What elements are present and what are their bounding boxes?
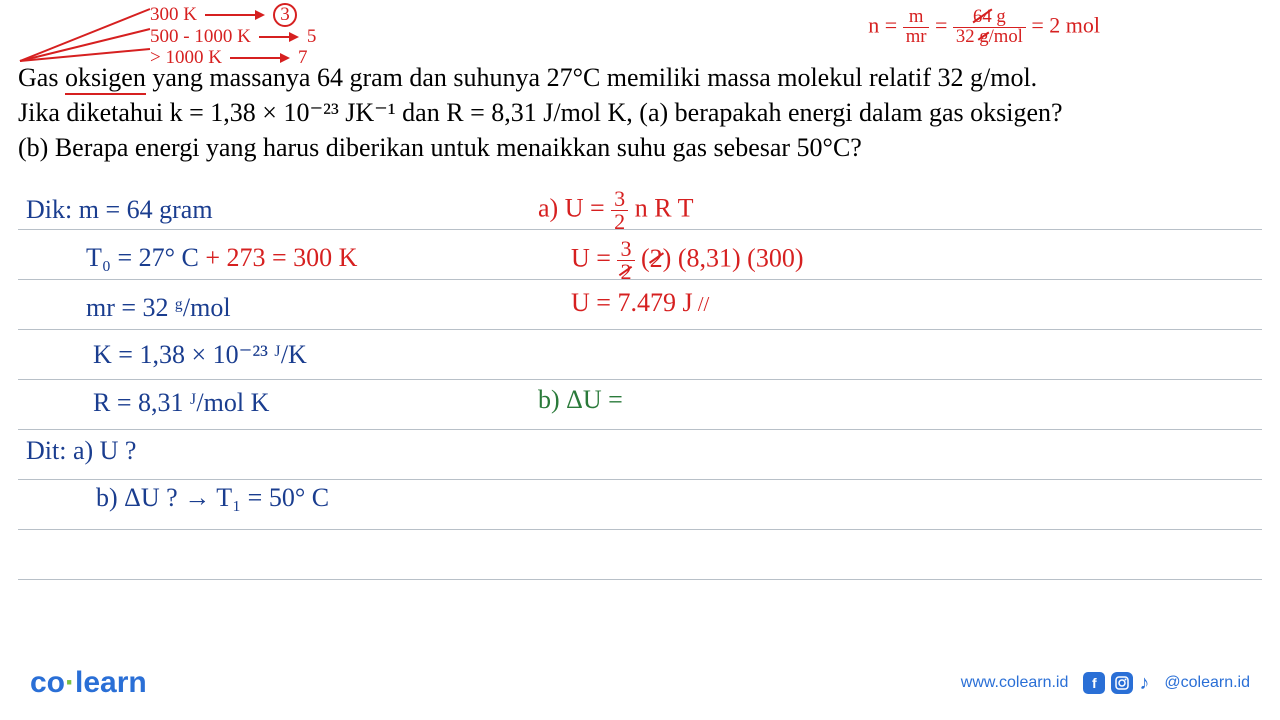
- solution-a-line3: U = 7.479 J //: [571, 288, 709, 318]
- given-t0: T₀ = 27° C + 273 = 300 K: [86, 243, 357, 273]
- solution-b: b) ΔU =: [538, 385, 623, 415]
- footer: co·learn www.colearn.id f ♪ @colearn.id: [30, 666, 1250, 700]
- given-r: R = 8,31 ᴶ/mol K: [93, 388, 269, 418]
- footer-url: www.colearn.id: [961, 674, 1069, 692]
- footer-right: www.colearn.id f ♪ @colearn.id: [961, 672, 1250, 695]
- solution-a-line1: a) U = 32 n R T: [538, 188, 693, 233]
- given-k: K = 1,38 × 10⁻²³ ᴶ/K: [93, 340, 307, 370]
- notebook-area: Dik: m = 64 gram T₀ = 27° C + 273 = 300 …: [18, 180, 1262, 630]
- social-icons: f ♪: [1083, 672, 1149, 695]
- problem-statement: Gas oksigen yang massanya 64 gram dan su…: [18, 60, 1262, 165]
- colearn-logo: co·learn: [30, 666, 147, 700]
- problem-line-1: Gas oksigen yang massanya 64 gram dan su…: [18, 60, 1262, 95]
- mole-formula: n = mmr = 64 g32 g/mol = 2 mol: [868, 8, 1100, 46]
- instagram-icon: [1111, 672, 1133, 694]
- given-mr: mr = 32 ᵍ/mol: [86, 293, 231, 323]
- solution-a-line2: U = 32 (2) (8,31) (300): [571, 238, 803, 283]
- dit-b: b) ΔU ? → T₁ = 50° C: [96, 483, 329, 513]
- dit-label: Dit: a) U ?: [26, 436, 136, 466]
- footer-handle: @colearn.id: [1164, 674, 1250, 692]
- dik-label: Dik: m = 64 gram: [26, 195, 213, 225]
- problem-line-3: (b) Berapa energi yang harus diberikan u…: [18, 130, 1262, 165]
- problem-line-2: Jika diketahui k = 1,38 × 10⁻²³ JK⁻¹ dan…: [18, 95, 1262, 130]
- top-temperature-notes: 300 K 3 500 - 1000 K 5 > 1000 K 7: [150, 3, 316, 69]
- facebook-icon: f: [1083, 672, 1105, 694]
- tiktok-icon: ♪: [1139, 672, 1149, 695]
